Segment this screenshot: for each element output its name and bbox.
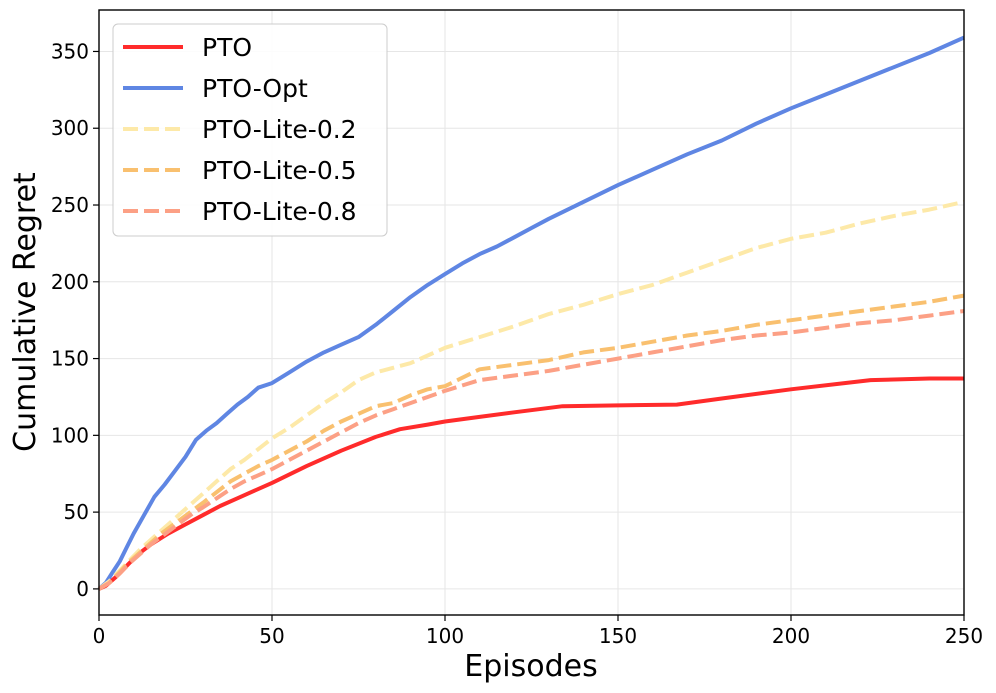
- series-line-pto-lite-0-5: [97, 293, 965, 591]
- series-line-pto-lite-0-2: [97, 199, 965, 591]
- y-tick-label: 50: [64, 500, 89, 524]
- series-line-pto: [98, 376, 964, 591]
- legend-label: PTO-Lite-0.8: [202, 197, 357, 226]
- legend: PTO PTO-Opt PTO-Lite-0.2 PTO-Lite-0.5 PTO-Li…: [112, 23, 388, 237]
- x-tick-label: 250: [945, 624, 983, 648]
- y-tick-label: 100: [51, 423, 89, 447]
- y-axis-label: Cumulative Regret: [8, 172, 43, 452]
- legend-label: PTO-Opt: [202, 74, 308, 103]
- series-line-pto-lite-0-8: [97, 309, 965, 591]
- x-tick-label: 200: [772, 624, 810, 648]
- series-lines: [97, 35, 965, 591]
- x-tick-labels: 0 50 100 150 200 250: [93, 624, 983, 648]
- x-tick-label: 150: [599, 624, 637, 648]
- x-tick-label: 50: [259, 624, 284, 648]
- y-tick-labels: 0 50 100 150 200 250 300 350: [51, 39, 89, 600]
- x-axis-label: Episodes: [464, 649, 597, 684]
- y-tick-label: 300: [51, 116, 89, 140]
- x-tick-label: 100: [426, 624, 464, 648]
- y-tick-label: 150: [51, 347, 89, 371]
- plot-frame: [98, 9, 965, 616]
- legend-label: PTO-Lite-0.5: [202, 156, 357, 185]
- axis-ticks: [93, 50, 965, 621]
- legend-box: [112, 23, 388, 237]
- legend-label: PTO: [202, 33, 252, 62]
- y-tick-label: 0: [76, 577, 89, 601]
- series-line-pto-opt: [97, 35, 965, 591]
- legend-label: PTO-Lite-0.2: [202, 115, 357, 144]
- y-tick-label: 350: [51, 39, 89, 63]
- y-tick-label: 250: [51, 193, 89, 217]
- y-tick-label: 200: [51, 270, 89, 294]
- x-tick-label: 0: [93, 624, 106, 648]
